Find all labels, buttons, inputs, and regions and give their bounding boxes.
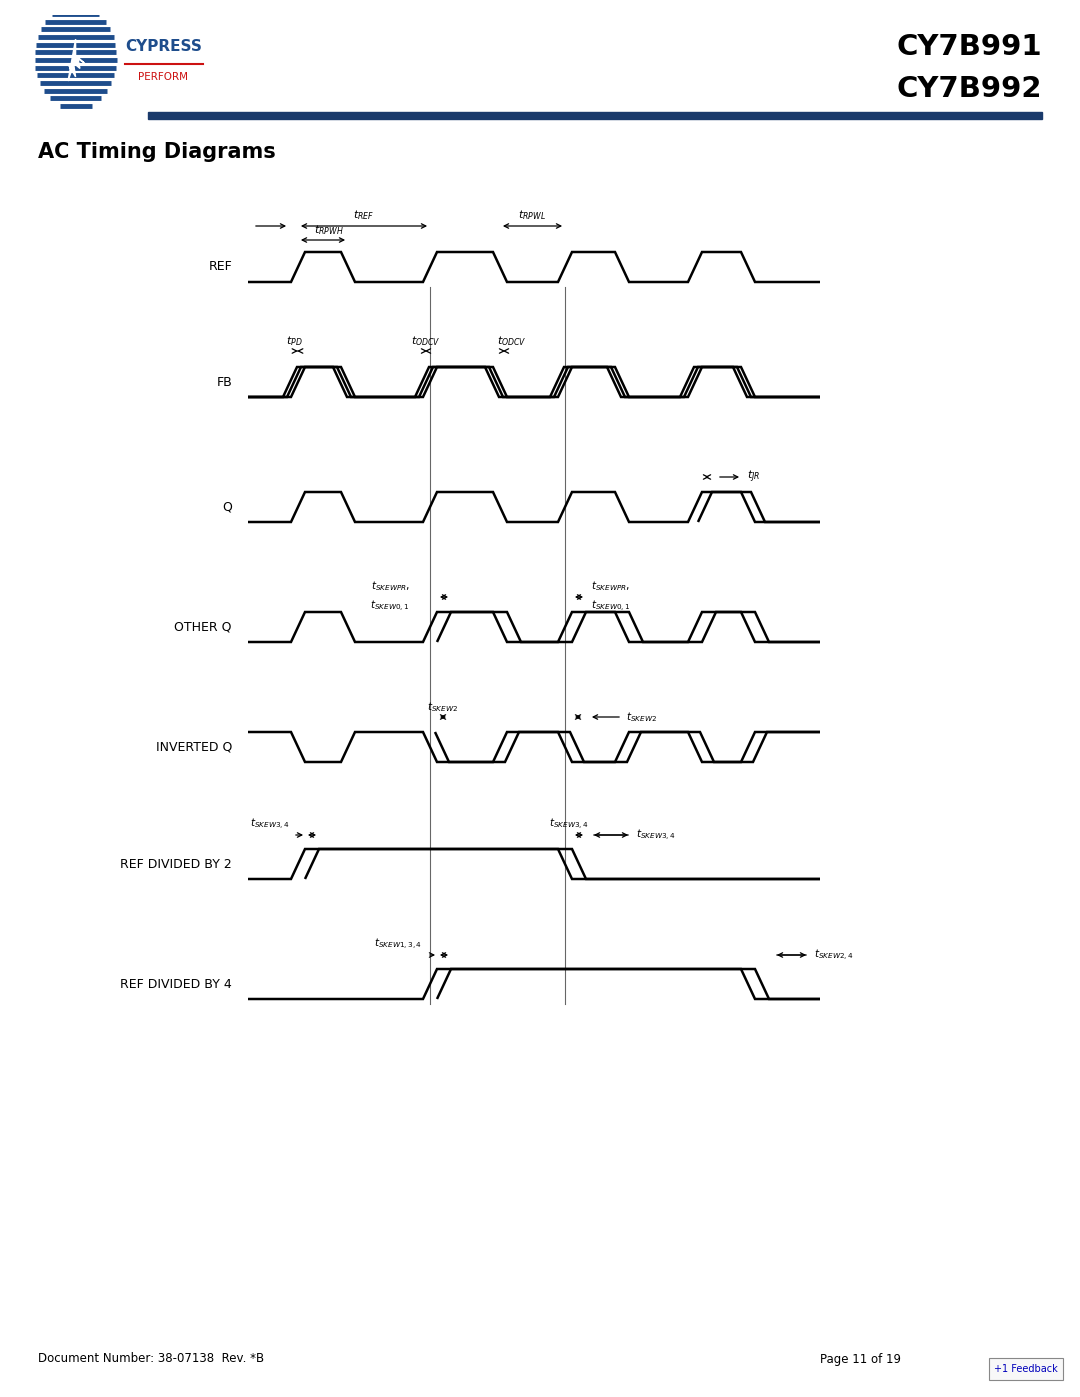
Text: Page 11 of 19: Page 11 of 19 xyxy=(820,1352,901,1365)
Text: +1 Feedback: +1 Feedback xyxy=(994,1363,1058,1375)
Text: $t_{PD}$: $t_{PD}$ xyxy=(286,334,302,348)
Text: AC Timing Diagrams: AC Timing Diagrams xyxy=(38,142,275,162)
Text: CY7B992: CY7B992 xyxy=(896,75,1042,103)
Polygon shape xyxy=(68,39,84,81)
Text: FB: FB xyxy=(216,376,232,388)
Text: $t_{ODCV}$: $t_{ODCV}$ xyxy=(497,334,527,348)
Text: $t_{SKEW3,4}$: $t_{SKEW3,4}$ xyxy=(636,827,676,842)
Text: PERFORM: PERFORM xyxy=(138,71,188,82)
FancyBboxPatch shape xyxy=(989,1358,1063,1380)
Text: $t_{JR}$: $t_{JR}$ xyxy=(747,469,760,485)
Text: $t_{REF}$: $t_{REF}$ xyxy=(353,208,375,222)
Text: INVERTED Q: INVERTED Q xyxy=(156,740,232,753)
Text: CY7B991: CY7B991 xyxy=(896,34,1042,61)
Text: Document Number: 38-07138  Rev. *B: Document Number: 38-07138 Rev. *B xyxy=(38,1352,265,1365)
Text: $t_{RPWH}$: $t_{RPWH}$ xyxy=(314,224,343,237)
Text: $t_{SKEW3,4}$: $t_{SKEW3,4}$ xyxy=(549,817,589,833)
Text: $t_{SKEW2}$: $t_{SKEW2}$ xyxy=(428,700,459,714)
Bar xyxy=(148,112,1042,119)
Text: $t_{SKEWPR},$: $t_{SKEWPR},$ xyxy=(591,580,631,592)
Text: REF: REF xyxy=(208,260,232,274)
Text: CYPRESS: CYPRESS xyxy=(125,39,202,53)
Text: $t_{SKEW3,4}$: $t_{SKEW3,4}$ xyxy=(251,817,291,833)
Text: $t_{SKEW2,4}$: $t_{SKEW2,4}$ xyxy=(814,947,854,963)
Text: $t_{SKEW2}$: $t_{SKEW2}$ xyxy=(626,710,657,724)
Text: $t_{SKEW0,1}$: $t_{SKEW0,1}$ xyxy=(591,599,631,615)
Text: Q: Q xyxy=(222,500,232,514)
Text: OTHER Q: OTHER Q xyxy=(175,620,232,633)
Text: $t_{SKEWPR},$: $t_{SKEWPR},$ xyxy=(370,580,410,592)
Text: REF DIVIDED BY 4: REF DIVIDED BY 4 xyxy=(120,978,232,990)
Text: $t_{SKEW1,3,4}$: $t_{SKEW1,3,4}$ xyxy=(374,937,422,951)
Text: REF DIVIDED BY 2: REF DIVIDED BY 2 xyxy=(120,858,232,870)
Text: $t_{RPWL}$: $t_{RPWL}$ xyxy=(518,208,546,222)
Text: $t_{ODCV}$: $t_{ODCV}$ xyxy=(411,334,441,348)
Text: $t_{SKEW0,1}$: $t_{SKEW0,1}$ xyxy=(370,599,410,615)
